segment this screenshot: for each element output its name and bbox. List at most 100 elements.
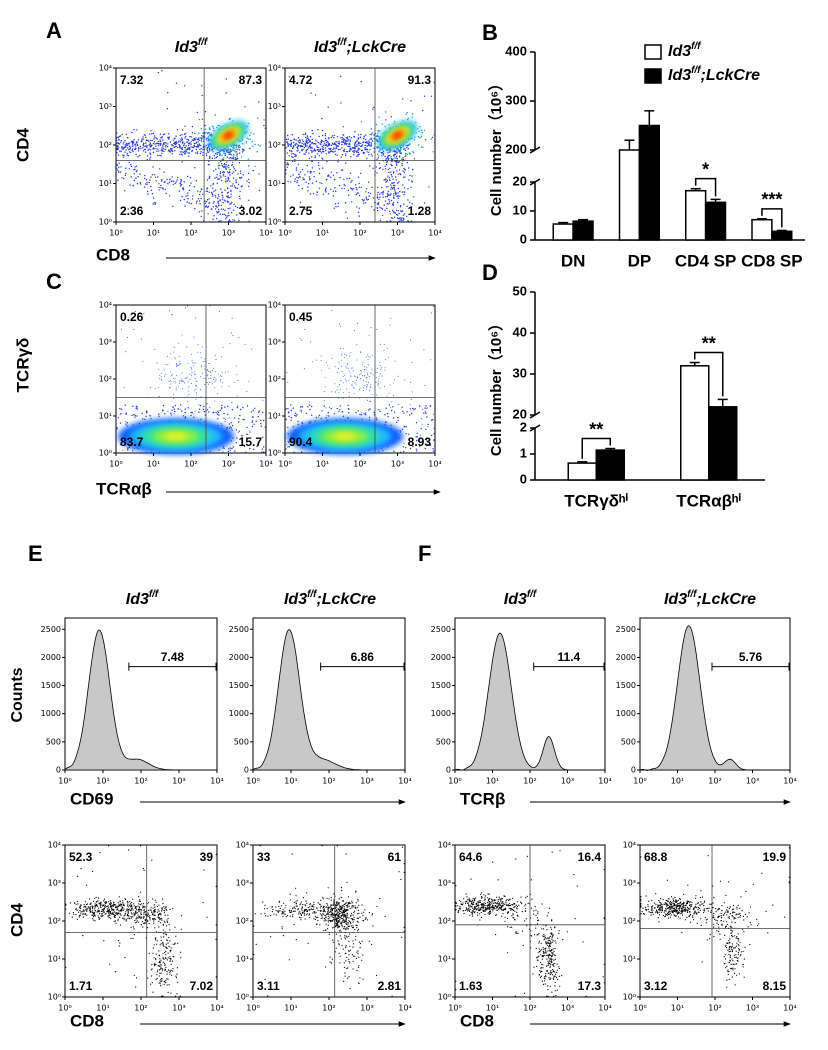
event-dot <box>142 926 144 928</box>
event-dot <box>360 371 362 373</box>
event-dot <box>257 117 259 119</box>
event-dot <box>207 205 210 208</box>
y-tick-label: 400 <box>505 43 527 58</box>
event-dot <box>371 140 374 142</box>
event-dot <box>300 146 302 148</box>
event-dot <box>299 171 302 173</box>
event-dot <box>167 91 169 94</box>
event-dot <box>187 144 190 147</box>
x-tick-label: 10³ <box>391 460 404 469</box>
event-dot <box>232 219 234 221</box>
event-dot <box>151 174 154 176</box>
event-dot <box>118 139 120 141</box>
event-dot <box>352 914 354 916</box>
event-dot <box>161 970 163 972</box>
event-dot <box>297 423 299 426</box>
y-tick-label: 10⁰ <box>268 449 281 458</box>
event-dot <box>139 899 141 901</box>
event-dot <box>289 139 292 142</box>
event-dot <box>166 947 168 949</box>
category-label: TCRαβʰⁱ <box>676 491 741 510</box>
event-dot <box>154 203 156 205</box>
event-dot <box>209 377 211 379</box>
event-dot <box>94 897 96 899</box>
event-dot <box>147 919 149 921</box>
event-dot <box>322 917 324 919</box>
event-dot <box>203 869 205 871</box>
event-dot <box>387 155 389 158</box>
event-dot <box>181 138 184 141</box>
event-dot <box>389 151 391 153</box>
event-dot <box>351 912 353 915</box>
event-dot <box>254 407 256 409</box>
event-dot <box>145 922 147 924</box>
event-dot <box>201 94 203 97</box>
event-dot <box>402 120 404 122</box>
event-dot <box>364 412 367 414</box>
event-dot <box>311 151 313 153</box>
event-dot <box>227 179 230 181</box>
y-tick-label: 40 <box>513 324 527 339</box>
event-dot <box>200 365 202 366</box>
event-dot <box>403 187 406 189</box>
event-dot <box>369 408 371 410</box>
event-dot <box>187 395 189 397</box>
event-dot <box>319 148 322 150</box>
event-dot <box>347 139 350 141</box>
event-dot <box>406 215 408 217</box>
event-dot <box>237 431 239 433</box>
event-dot <box>199 352 201 354</box>
event-dot <box>294 153 296 155</box>
event-dot <box>264 451 266 453</box>
plot-frame <box>284 67 436 223</box>
event-dot <box>263 419 265 422</box>
event-dot <box>101 904 103 906</box>
event-dot <box>327 412 329 414</box>
event-dot <box>377 202 379 205</box>
panel-label: D <box>482 260 498 285</box>
event-dot <box>402 176 405 179</box>
event-dot <box>119 916 121 918</box>
x-tick-label: 10⁰ <box>58 777 71 786</box>
event-dot <box>218 204 220 206</box>
event-dot <box>156 940 158 942</box>
event-dot <box>190 141 192 143</box>
event-dot <box>380 192 382 194</box>
event-dot <box>352 380 354 382</box>
event-dot <box>151 911 153 913</box>
event-dot <box>137 156 139 158</box>
event-dot <box>157 915 159 917</box>
event-dot <box>142 907 144 909</box>
event-dot <box>165 907 167 909</box>
event-dot <box>207 137 209 139</box>
event-dot <box>397 192 399 194</box>
event-dot <box>171 314 173 316</box>
event-dot <box>364 148 366 150</box>
event-dot <box>404 149 406 151</box>
event-dot <box>236 187 239 190</box>
event-dot <box>122 148 124 151</box>
event-dot <box>191 198 194 200</box>
event-dot <box>191 412 193 414</box>
event-dot <box>134 147 137 149</box>
event-dot <box>419 137 421 139</box>
event-dot <box>311 156 313 158</box>
event-dot <box>239 146 241 148</box>
event-dot <box>184 125 186 127</box>
event-dot <box>378 116 380 118</box>
event-dot <box>339 907 341 909</box>
event-dot <box>385 421 387 423</box>
event-dot <box>406 161 409 164</box>
event-dot <box>217 393 218 395</box>
event-dot <box>334 391 336 393</box>
event-dot <box>372 374 374 376</box>
event-dot <box>398 403 400 405</box>
event-dot <box>120 412 122 415</box>
event-dot <box>307 186 309 188</box>
event-dot <box>337 148 340 151</box>
event-dot <box>184 408 186 410</box>
event-dot <box>119 909 121 912</box>
event-dot <box>206 382 208 384</box>
event-dot <box>241 176 243 179</box>
event-dot <box>143 916 145 918</box>
